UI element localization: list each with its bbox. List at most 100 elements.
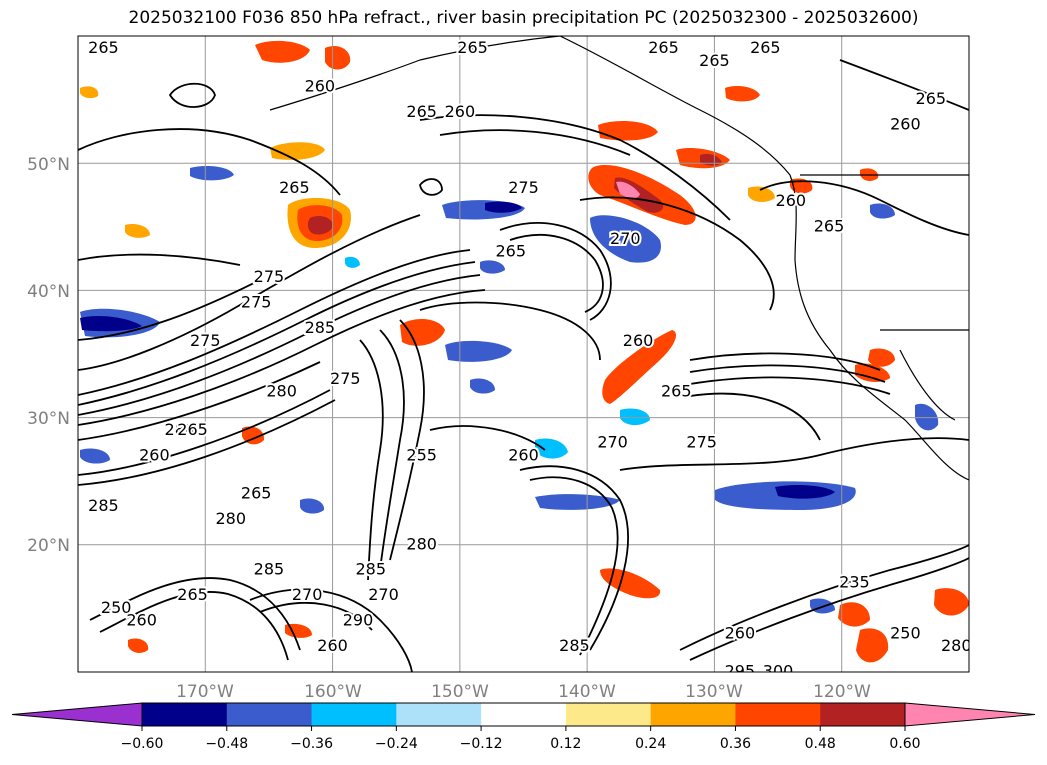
shade-region bbox=[535, 438, 568, 459]
lon-tick-label: 130°W bbox=[685, 682, 743, 702]
contour-label: 265 bbox=[406, 102, 437, 121]
contour-line bbox=[689, 392, 821, 441]
colorbar-extend-min bbox=[11, 702, 143, 727]
coastline-gulf-california bbox=[899, 349, 956, 421]
shade-region bbox=[748, 186, 775, 202]
contour-line bbox=[419, 114, 731, 221]
contour-label: 265 bbox=[916, 89, 947, 108]
contour-label: 265 bbox=[661, 382, 692, 401]
contour-line bbox=[89, 577, 301, 651]
contour-label: 300 bbox=[763, 662, 794, 681]
contour-label: 270 bbox=[597, 433, 628, 452]
contour-label: 280 bbox=[941, 636, 972, 655]
contour-line bbox=[619, 437, 969, 471]
contour-line bbox=[249, 588, 413, 672]
contour-line bbox=[839, 59, 969, 111]
shade-region bbox=[445, 340, 512, 362]
colorbar-bin bbox=[481, 703, 567, 726]
contour-label: 285 bbox=[254, 560, 285, 579]
contour-line bbox=[509, 233, 604, 313]
contour-line bbox=[419, 301, 601, 361]
contour-line bbox=[579, 196, 775, 311]
contour-label: 295 bbox=[725, 662, 756, 681]
contour-label: 265 bbox=[814, 216, 845, 235]
colorbar: −0.60 −0.48 −0.36 −0.24 −0.12 0.12 0.24 0.36 0.4… bbox=[11, 702, 1036, 752]
contour-line bbox=[499, 222, 612, 321]
longitude-labels: 170°W 160°W 150°W 140°W 130°W 120°W bbox=[176, 682, 871, 702]
contour-line bbox=[259, 601, 373, 631]
shade-region bbox=[535, 494, 620, 510]
contour-label: 255 bbox=[406, 445, 437, 464]
contour-label: 260 bbox=[890, 115, 921, 134]
shade-region bbox=[270, 142, 325, 160]
contour-label: 285 bbox=[305, 318, 336, 337]
contour-label: 260 bbox=[445, 102, 476, 121]
shade-region bbox=[242, 426, 265, 445]
shade-region bbox=[915, 403, 939, 431]
contour-line bbox=[679, 544, 969, 651]
colorbar-tick-label: −0.36 bbox=[290, 736, 333, 752]
contour-line bbox=[78, 261, 476, 406]
lon-tick-label: 150°W bbox=[431, 682, 489, 702]
contour-label: 265 bbox=[750, 38, 781, 57]
contour-line bbox=[78, 289, 486, 426]
contour-labels: 265 260 265 265 265 265 265 260 265 260 265 275 265 2… bbox=[86, 36, 972, 681]
contour-label: 235 bbox=[839, 572, 870, 591]
contour-label: 265 bbox=[457, 38, 488, 57]
shade-region bbox=[616, 181, 640, 199]
colorbar-bin bbox=[565, 703, 652, 726]
colorbar-tick-label: −0.12 bbox=[460, 736, 503, 752]
contour-label: 270 bbox=[610, 229, 641, 248]
contour-line bbox=[529, 476, 619, 656]
shade-region bbox=[620, 408, 650, 426]
colorbar-border bbox=[141, 702, 906, 727]
contour-label: 275 bbox=[241, 293, 272, 312]
colorbar-tick-label: −0.24 bbox=[375, 736, 418, 752]
contour-line bbox=[359, 339, 384, 581]
contour-label: 265 bbox=[495, 242, 526, 261]
colorbar-tick-label: 0.48 bbox=[805, 736, 836, 752]
shade-region bbox=[856, 628, 889, 663]
contour-label: 275 bbox=[508, 178, 539, 197]
contour-label: 250 bbox=[890, 623, 921, 642]
contour-label: 275 bbox=[330, 369, 361, 388]
shade-region bbox=[590, 215, 661, 263]
contour-label: 280 bbox=[165, 420, 196, 439]
shade-region bbox=[485, 201, 522, 213]
contour-label: 280 bbox=[215, 509, 246, 528]
contour-label: 280 bbox=[406, 534, 437, 553]
contour-label: 285 bbox=[355, 560, 386, 579]
coastlines bbox=[269, 36, 969, 481]
shade-region bbox=[190, 166, 234, 181]
contour-line bbox=[689, 557, 969, 661]
contour-line bbox=[168, 82, 216, 108]
contour-label: 285 bbox=[559, 636, 590, 655]
contour-label: 265 bbox=[279, 178, 310, 197]
colorbar-tick-label: −0.48 bbox=[205, 736, 248, 752]
contour-label: 285 bbox=[88, 496, 119, 515]
latitude-labels: 50°N 40°N 30°N 20°N bbox=[27, 155, 70, 556]
contour-label: 270 bbox=[368, 585, 399, 604]
colorbar-bin bbox=[650, 703, 736, 726]
contour-label: 260 bbox=[139, 445, 170, 464]
contour-label: 275 bbox=[254, 267, 285, 286]
contour-label: 260 bbox=[776, 191, 807, 210]
contour-line bbox=[689, 352, 881, 371]
contour-line bbox=[519, 465, 629, 651]
contour-line bbox=[78, 214, 421, 371]
contour-line bbox=[78, 389, 331, 476]
shade-region bbox=[307, 216, 333, 235]
shade-region bbox=[80, 86, 99, 99]
contour-line bbox=[689, 364, 886, 383]
contour-line bbox=[78, 274, 481, 416]
lon-tick-label: 170°W bbox=[176, 682, 234, 702]
shade-region bbox=[285, 623, 312, 638]
contour-label: 260 bbox=[623, 331, 654, 350]
contour-label: 275 bbox=[686, 433, 717, 452]
contour-label: 265 bbox=[241, 483, 272, 502]
contour-line bbox=[689, 376, 891, 395]
lat-tick-label: 50°N bbox=[27, 155, 70, 175]
colorbar-bin bbox=[226, 703, 313, 726]
contour-line bbox=[78, 253, 241, 266]
contour-line bbox=[389, 319, 425, 561]
